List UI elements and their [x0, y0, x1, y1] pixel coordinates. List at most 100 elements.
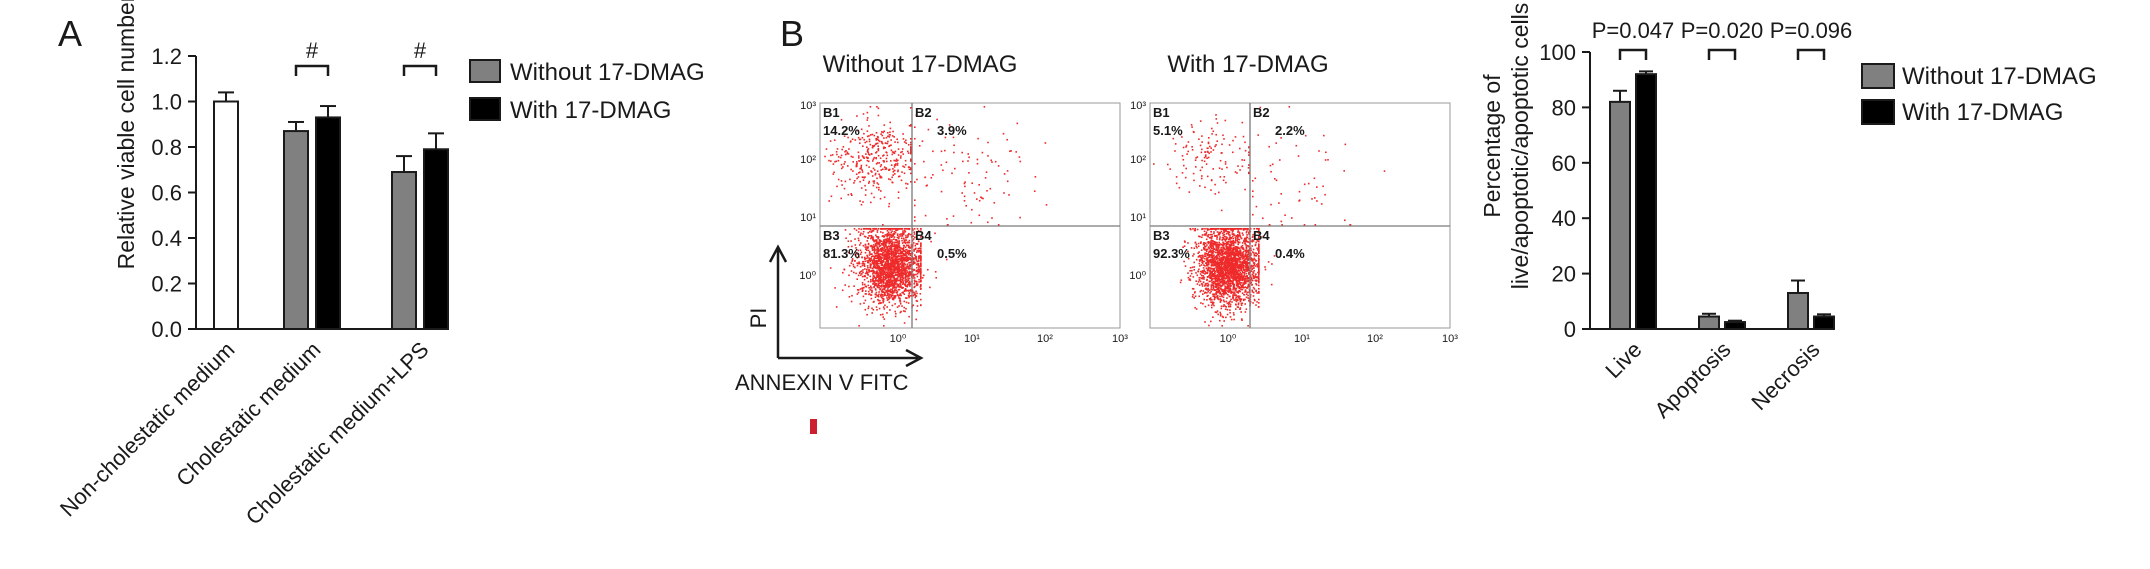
event-dot [870, 259, 873, 261]
event-dot [1233, 267, 1235, 270]
event-dot [1230, 298, 1232, 301]
event-dot [1241, 285, 1243, 287]
event-dot [1209, 246, 1212, 248]
event-dot [883, 269, 885, 272]
event-dot [1228, 254, 1231, 256]
event-dot [898, 240, 900, 242]
event-dot [873, 259, 876, 261]
event-dot [907, 235, 909, 238]
event-dot [1045, 204, 1048, 206]
event-dot [879, 176, 882, 179]
event-dot [912, 275, 915, 278]
event-dot [1215, 268, 1218, 271]
event-dot [1239, 271, 1241, 274]
event-dot [862, 113, 865, 115]
event-dot [880, 293, 883, 295]
event-dot [1223, 304, 1225, 306]
event-dot [910, 290, 912, 293]
event-dot [1219, 300, 1222, 302]
event-dot [971, 208, 973, 211]
event-dot [899, 247, 901, 249]
event-dot [1240, 228, 1242, 230]
event-dot [888, 237, 891, 239]
event-dot [1240, 276, 1242, 279]
event-dot [1217, 281, 1219, 283]
event-dot [1200, 242, 1202, 244]
event-dot [1217, 278, 1220, 280]
event-dot [875, 257, 878, 260]
event-dot [1237, 284, 1239, 287]
event-dot [1251, 251, 1254, 253]
event-dot [1215, 254, 1218, 257]
event-dot [1215, 263, 1218, 265]
event-dot [935, 277, 937, 279]
event-dot [989, 187, 992, 190]
event-dot [892, 228, 894, 230]
event-dot [1227, 242, 1229, 245]
event-dot [878, 293, 880, 296]
event-dot [894, 303, 896, 305]
event-dot [883, 235, 885, 238]
event-dot [903, 262, 906, 264]
event-dot [1234, 294, 1236, 297]
event-dot [1219, 232, 1222, 234]
event-dot [878, 162, 881, 164]
event-dot [1258, 269, 1260, 272]
event-dot [887, 264, 890, 267]
event-dot [877, 273, 879, 275]
event-dot [1224, 292, 1226, 295]
event-dot [1214, 259, 1217, 262]
event-dot [1244, 254, 1246, 256]
event-dot [885, 246, 888, 249]
event-dot [1235, 280, 1238, 282]
event-dot [1212, 284, 1215, 287]
event-dot [876, 267, 878, 270]
event-dot [875, 272, 878, 275]
event-dot [883, 257, 886, 259]
event-dot [862, 201, 864, 203]
event-dot [1217, 295, 1219, 297]
event-dot [920, 242, 922, 244]
event-dot [851, 258, 854, 260]
event-dot [870, 244, 873, 247]
event-dot [1235, 257, 1238, 260]
event-dot [1229, 290, 1232, 292]
event-dot [898, 305, 900, 307]
event-dot [883, 146, 885, 148]
event-dot [1211, 281, 1213, 284]
event-dot [890, 149, 893, 152]
event-dot [898, 279, 901, 282]
event-dot [1206, 269, 1209, 272]
event-dot [900, 256, 902, 259]
event-dot [1229, 245, 1231, 247]
event-dot [885, 271, 888, 273]
event-dot [878, 189, 880, 191]
red-marker [810, 419, 817, 434]
event-dot [863, 256, 866, 259]
event-dot [890, 276, 892, 279]
event-dot [1240, 252, 1242, 255]
event-dot [897, 148, 900, 150]
event-dot [884, 273, 886, 275]
event-dot [900, 310, 902, 313]
event-dot [1206, 268, 1209, 271]
event-dot [884, 168, 887, 171]
event-dot [872, 278, 874, 281]
event-dot [862, 269, 864, 271]
event-dot [874, 245, 877, 247]
event-dot [903, 172, 906, 175]
event-dot [873, 180, 876, 182]
event-dot [859, 272, 861, 274]
event-dot [895, 244, 897, 246]
event-dot [885, 239, 888, 241]
event-dot [907, 294, 910, 297]
event-dot [1224, 277, 1227, 280]
event-dot [908, 315, 910, 318]
event-dot [876, 251, 878, 253]
event-dot [1210, 228, 1212, 231]
event-dot [868, 287, 870, 289]
event-dot [1214, 270, 1217, 273]
event-dot [877, 267, 879, 270]
event-dot [1239, 299, 1242, 301]
event-dot [1258, 278, 1260, 281]
